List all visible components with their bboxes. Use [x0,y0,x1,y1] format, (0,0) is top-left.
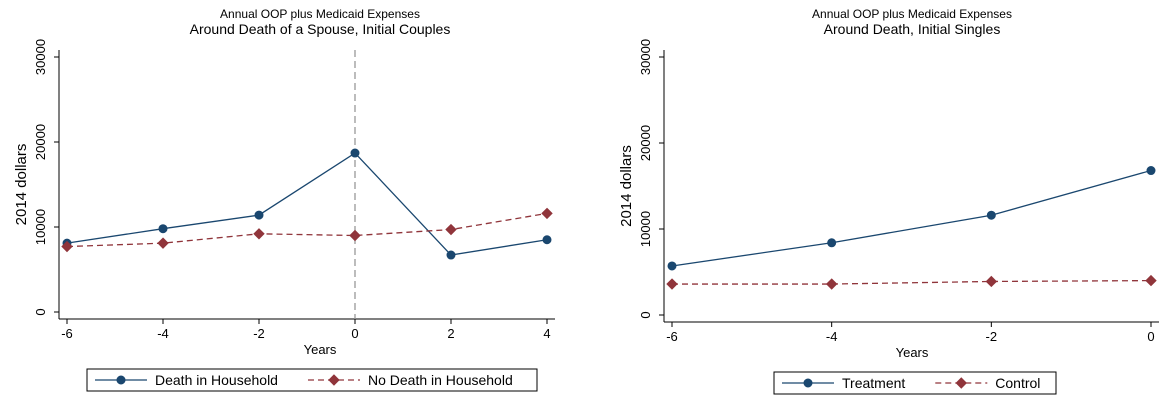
data-point [827,238,837,248]
legend-marker [116,375,126,385]
series-line [672,279,1152,285]
legend: Treatment Control [773,371,1057,395]
chart-subtitle: Around Death, Initial Singles [824,21,1001,37]
y-axis-label: 2014 dollars [618,145,635,227]
series-1 [62,148,552,260]
legend: Death in Household No Death in Household [86,368,538,392]
data-point [61,240,73,253]
legend-item: Treatment [782,375,905,391]
data-point [541,207,553,220]
x-tick-label: 0 [351,326,358,341]
y-tick-label: 20000 [33,124,48,160]
series-1 [667,166,1156,271]
data-point [985,275,998,288]
data-point [157,237,169,249]
legend-item: Death in Household [95,372,278,388]
chart-title: Annual OOP plus Medicaid Expenses [220,7,420,21]
y-tick-label: 0 [638,311,653,318]
data-point [253,228,265,240]
y-tick-label: 10000 [638,211,653,247]
chart-title: Annual OOP plus Medicaid Expenses [812,7,1012,21]
data-point [350,148,360,158]
y-axis-label: 2014 dollars [13,144,30,226]
data-point [1146,166,1156,176]
legend-label: Control [995,375,1040,391]
data-point [986,210,996,220]
data-point [446,250,456,260]
x-tick-label: -2 [253,326,265,341]
legend-item: Control [935,375,1040,391]
x-axis-label: Years [304,342,337,357]
y-tick-label: 10000 [33,209,48,245]
legend-label: Treatment [842,375,905,391]
chart-subtitle: Around Death of a Spouse, Initial Couple… [190,21,451,37]
legend-marker [328,374,340,386]
x-tick-label: 0 [1147,329,1154,344]
series-line [671,169,1152,267]
data-point [445,223,457,236]
x-tick-label: -4 [157,326,169,341]
y-tick-label: 0 [33,308,48,315]
x-tick-label: 2 [447,326,454,341]
x-tick-label: -4 [826,329,838,344]
series-2 [61,207,553,253]
legend-marker [803,378,813,388]
y-tick-label: 30000 [33,39,48,75]
series-line [66,212,548,248]
data-point [349,229,361,242]
data-point [825,278,838,290]
data-point [667,261,677,271]
data-point [158,224,168,234]
data-point [254,210,264,220]
x-axis-label: Years [896,345,929,360]
chart-panel-1: Annual OOP plus Medicaid ExpensesAround … [13,7,555,392]
x-tick-label: -6 [61,326,73,341]
legend-item: No Death in Household [307,372,513,388]
y-tick-label: 30000 [638,39,653,75]
legend-marker [955,377,967,389]
data-point [666,278,678,290]
series-2 [666,274,1157,290]
x-tick-label: 4 [543,326,550,341]
y-tick-label: 20000 [638,125,653,161]
legend-label: No Death in Household [368,372,513,388]
legend-box [773,371,1057,395]
series-line [66,152,548,256]
data-point [1145,274,1157,287]
x-tick-label: -6 [666,329,678,344]
x-tick-label: -2 [986,329,998,344]
data-point [542,235,552,245]
chart-panel-2: Annual OOP plus Medicaid ExpensesAround … [618,7,1159,395]
legend-label: Death in Household [155,372,278,388]
